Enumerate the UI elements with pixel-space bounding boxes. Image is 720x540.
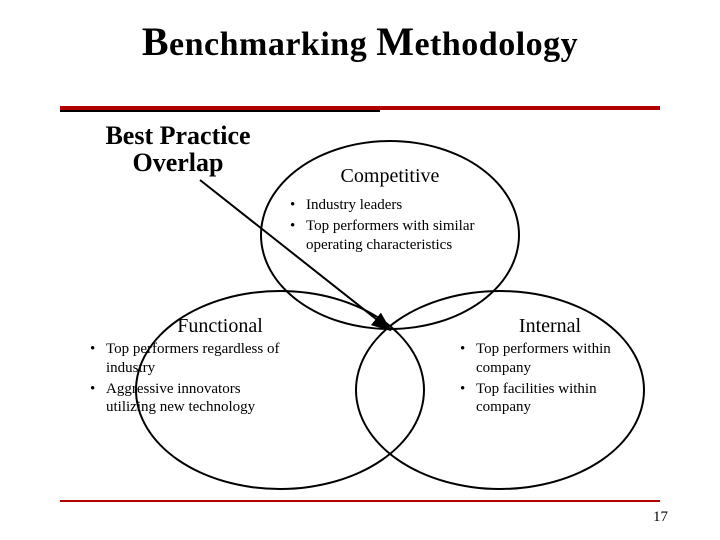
footer-rule [60, 500, 660, 502]
bullet-item: Aggressive innovators utilizing new tech… [90, 380, 290, 418]
label-competitive: Competitive [330, 165, 450, 188]
header-rules [60, 106, 660, 112]
label-internal: Internal [490, 315, 610, 338]
bullets-internal: Top performers within companyTop facilit… [460, 340, 650, 419]
page-title: Benchmarking Methodology [0, 0, 720, 65]
title-cap-b: B [142, 19, 169, 64]
subtitle: Best Practice Overlap [78, 122, 278, 177]
bullets-competitive: Industry leaders Top performers with simi… [290, 196, 500, 256]
page-number: 17 [653, 509, 668, 526]
title-cap-m: M [376, 19, 414, 64]
title-rest1: enchmarking [169, 26, 376, 63]
bullet-item: Top performers with similar operating ch… [290, 217, 500, 255]
bullets-functional: Top performers regardless of industryAgg… [90, 340, 290, 419]
label-functional: Functional [160, 315, 280, 338]
bullet-item: Top facilities within company [460, 380, 650, 418]
subtitle-line2: Overlap [133, 148, 224, 177]
title-rest2: ethodology [414, 26, 578, 63]
bullet-item: Industry leaders [290, 196, 500, 215]
bullet-item: Top performers regardless of industry [90, 340, 290, 378]
bullet-item: Top performers within company [460, 340, 650, 378]
subtitle-line1: Best Practice [105, 121, 250, 150]
black-underline [60, 110, 380, 112]
